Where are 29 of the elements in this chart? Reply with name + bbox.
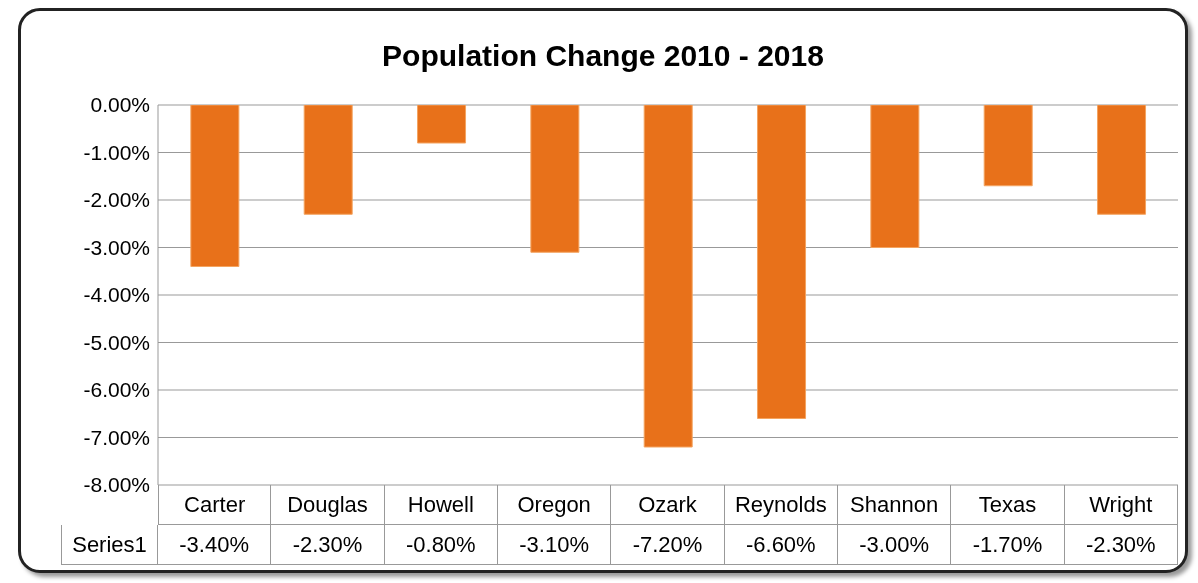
y-tick-label: -3.00%: [83, 235, 150, 259]
data-label: -3.00%: [838, 525, 952, 565]
data-label: -2.30%: [1064, 525, 1178, 565]
x-tick-label: Shannon: [838, 485, 952, 525]
x-tick-label: Reynolds: [724, 485, 838, 525]
y-tick-label: -5.00%: [83, 330, 150, 354]
y-tick-label: -1.00%: [83, 140, 150, 164]
data-label: -3.10%: [498, 525, 612, 565]
text: Series1: [61, 525, 158, 565]
y-tick-label: -7.00%: [83, 425, 150, 449]
data-label: -7.20%: [611, 525, 725, 565]
chart-title: Population Change 2010 - 2018: [381, 39, 825, 73]
data-label: -0.80%: [384, 525, 498, 565]
y-tick-label: -4.00%: [83, 283, 150, 307]
data-label: -1.70%: [951, 525, 1065, 565]
y-tick-label: -6.00%: [83, 378, 150, 402]
x-tick-label: Texas: [951, 485, 1065, 525]
x-tick-label: Carter: [158, 485, 272, 525]
x-tick-label: Howell: [384, 485, 498, 525]
x-tick-label: Oregon: [498, 485, 612, 525]
x-tick-label: Ozark: [611, 485, 725, 525]
y-tick-label: 0.00%: [90, 93, 150, 117]
data-label: -3.40%: [158, 525, 272, 565]
x-tick-label: Wright: [1064, 485, 1178, 525]
data-label: -6.60%: [724, 525, 838, 565]
data-label: -2.30%: [271, 525, 385, 565]
y-tick-label: -2.00%: [83, 188, 150, 212]
y-tick-label: -8.00%: [83, 473, 150, 497]
x-tick-label: Douglas: [271, 485, 385, 525]
